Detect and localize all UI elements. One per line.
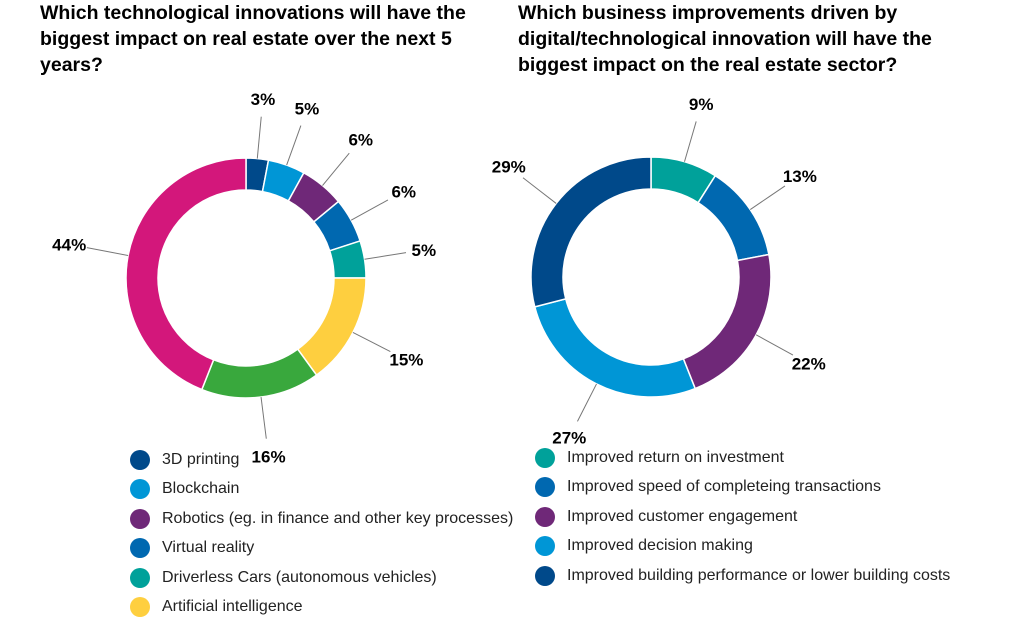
leader-line [257, 117, 261, 159]
legend-label: Driverless Cars (autonomous vehicles) [162, 569, 437, 587]
legend-item: Improved customer engagement [535, 502, 950, 532]
donut-slice [683, 255, 771, 389]
data-label: 13% [783, 167, 817, 186]
legend-label: Improved building performance or lower b… [567, 567, 950, 585]
legend-label: Blockchain [162, 480, 239, 498]
donut-slice [698, 176, 769, 261]
legend-swatch [130, 509, 150, 529]
legend-swatch [535, 566, 555, 586]
legend-swatch [130, 450, 150, 470]
donut-slice [298, 278, 366, 375]
donut-slice [126, 158, 246, 390]
leader-line [750, 186, 785, 210]
leader-line [756, 335, 793, 355]
legend-label: Virtual reality [162, 539, 254, 557]
legend-item: Driverless Cars (autonomous vehicles) [130, 563, 513, 593]
legend-item: Artificial intelligence [130, 593, 513, 622]
data-label: 9% [689, 95, 714, 114]
legend-item: Improved return on investment [535, 443, 950, 473]
data-label: 6% [348, 130, 373, 149]
legend-swatch [535, 477, 555, 497]
legend-label: 3D printing [162, 451, 239, 469]
donut-slice [202, 349, 317, 398]
legend-swatch [130, 479, 150, 499]
legend-label: Improved customer engagement [567, 508, 797, 526]
legend-label: Improved return on investment [567, 449, 784, 467]
data-label: 29% [492, 158, 526, 177]
left-legend: 3D printing Blockchain Robotics (eg. in fi… [130, 445, 513, 622]
data-label: 6% [391, 182, 416, 201]
leader-line [322, 153, 349, 185]
leader-line [353, 332, 390, 351]
leader-line [365, 253, 406, 260]
legend-label: Improved decision making [567, 537, 753, 555]
legend-label: Artificial intelligence [162, 598, 303, 616]
legend-item: 3D printing [130, 445, 513, 475]
legend-item: Improved decision making [535, 532, 950, 562]
legend-item: Improved building performance or lower b… [535, 561, 950, 591]
legend-swatch [130, 597, 150, 617]
data-label: 5% [295, 100, 320, 119]
data-label: 3% [251, 90, 276, 109]
data-label: 5% [411, 241, 436, 260]
legend-swatch [130, 538, 150, 558]
leader-line [87, 248, 128, 256]
legend-label: Robotics (eg. in finance and other key p… [162, 510, 513, 528]
data-label: 15% [389, 351, 423, 370]
legend-swatch [130, 568, 150, 588]
leader-line [287, 126, 301, 166]
legend-item: Improved speed of completeing transactio… [535, 473, 950, 503]
leader-line [577, 384, 596, 421]
donut-slice [531, 157, 651, 307]
leader-line [261, 397, 266, 439]
data-label: 44% [52, 235, 86, 254]
legend-swatch [535, 536, 555, 556]
right-legend: Improved return on investment Improved sp… [535, 443, 950, 591]
legend-item: Robotics (eg. in finance and other key p… [130, 504, 513, 534]
legend-swatch [535, 448, 555, 468]
legend-swatch [535, 507, 555, 527]
leader-line [523, 178, 556, 204]
leader-line [684, 121, 696, 161]
data-label: 22% [792, 355, 826, 374]
leader-line [351, 200, 388, 220]
legend-item: Virtual reality [130, 534, 513, 564]
legend-label: Improved speed of completeing transactio… [567, 478, 881, 496]
donut-slice [535, 299, 695, 397]
legend-item: Blockchain [130, 475, 513, 505]
